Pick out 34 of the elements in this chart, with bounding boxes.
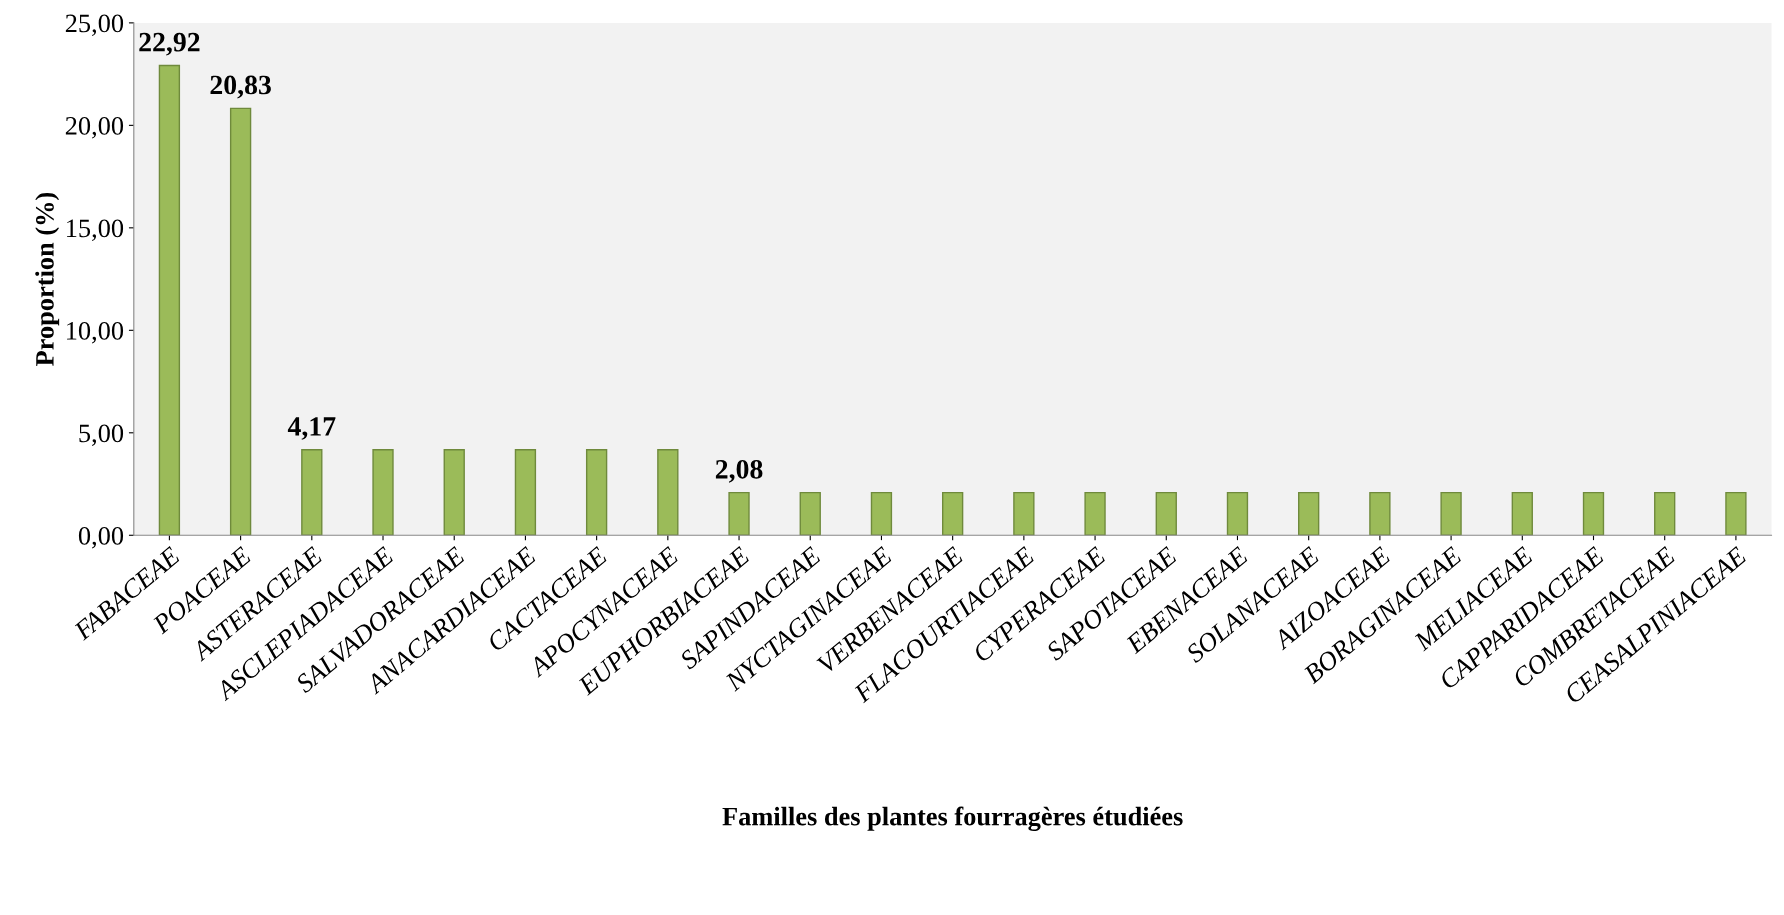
bar bbox=[1155, 491, 1177, 536]
bar bbox=[799, 491, 821, 536]
data-label: 20,83 bbox=[210, 75, 271, 99]
bar bbox=[229, 107, 252, 536]
y-tick-label: 15,00 bbox=[67, 219, 124, 242]
bar bbox=[941, 491, 964, 536]
bar bbox=[1654, 491, 1676, 536]
bar bbox=[870, 491, 893, 536]
bar bbox=[301, 449, 323, 536]
y-tick-label: 10,00 bbox=[67, 321, 124, 344]
bar bbox=[1582, 491, 1605, 536]
bar bbox=[1511, 491, 1533, 536]
y-tick-label: 20,00 bbox=[65, 116, 124, 139]
bar bbox=[728, 491, 750, 536]
bar bbox=[514, 449, 537, 536]
bar bbox=[443, 449, 465, 536]
bar bbox=[372, 449, 394, 536]
data-label: 4,17 bbox=[287, 417, 336, 440]
bar bbox=[657, 449, 679, 536]
bar bbox=[1226, 491, 1249, 536]
bar bbox=[158, 64, 181, 536]
data-label: 22,92 bbox=[139, 32, 200, 56]
y-tick-label: 5,00 bbox=[79, 424, 124, 447]
bar bbox=[1725, 491, 1747, 536]
y-tick-label: 25,00 bbox=[65, 14, 124, 37]
bar bbox=[1013, 491, 1035, 536]
bar bbox=[1084, 491, 1106, 536]
bar bbox=[585, 449, 608, 536]
y-axis-title: Proportion (%) bbox=[35, 192, 60, 366]
x-axis-title: Familles des plantes fourragères étudiées bbox=[722, 806, 1183, 831]
bar bbox=[1298, 491, 1320, 536]
bar bbox=[1369, 491, 1391, 536]
data-label: 2,08 bbox=[715, 459, 763, 483]
bar bbox=[1440, 491, 1462, 536]
